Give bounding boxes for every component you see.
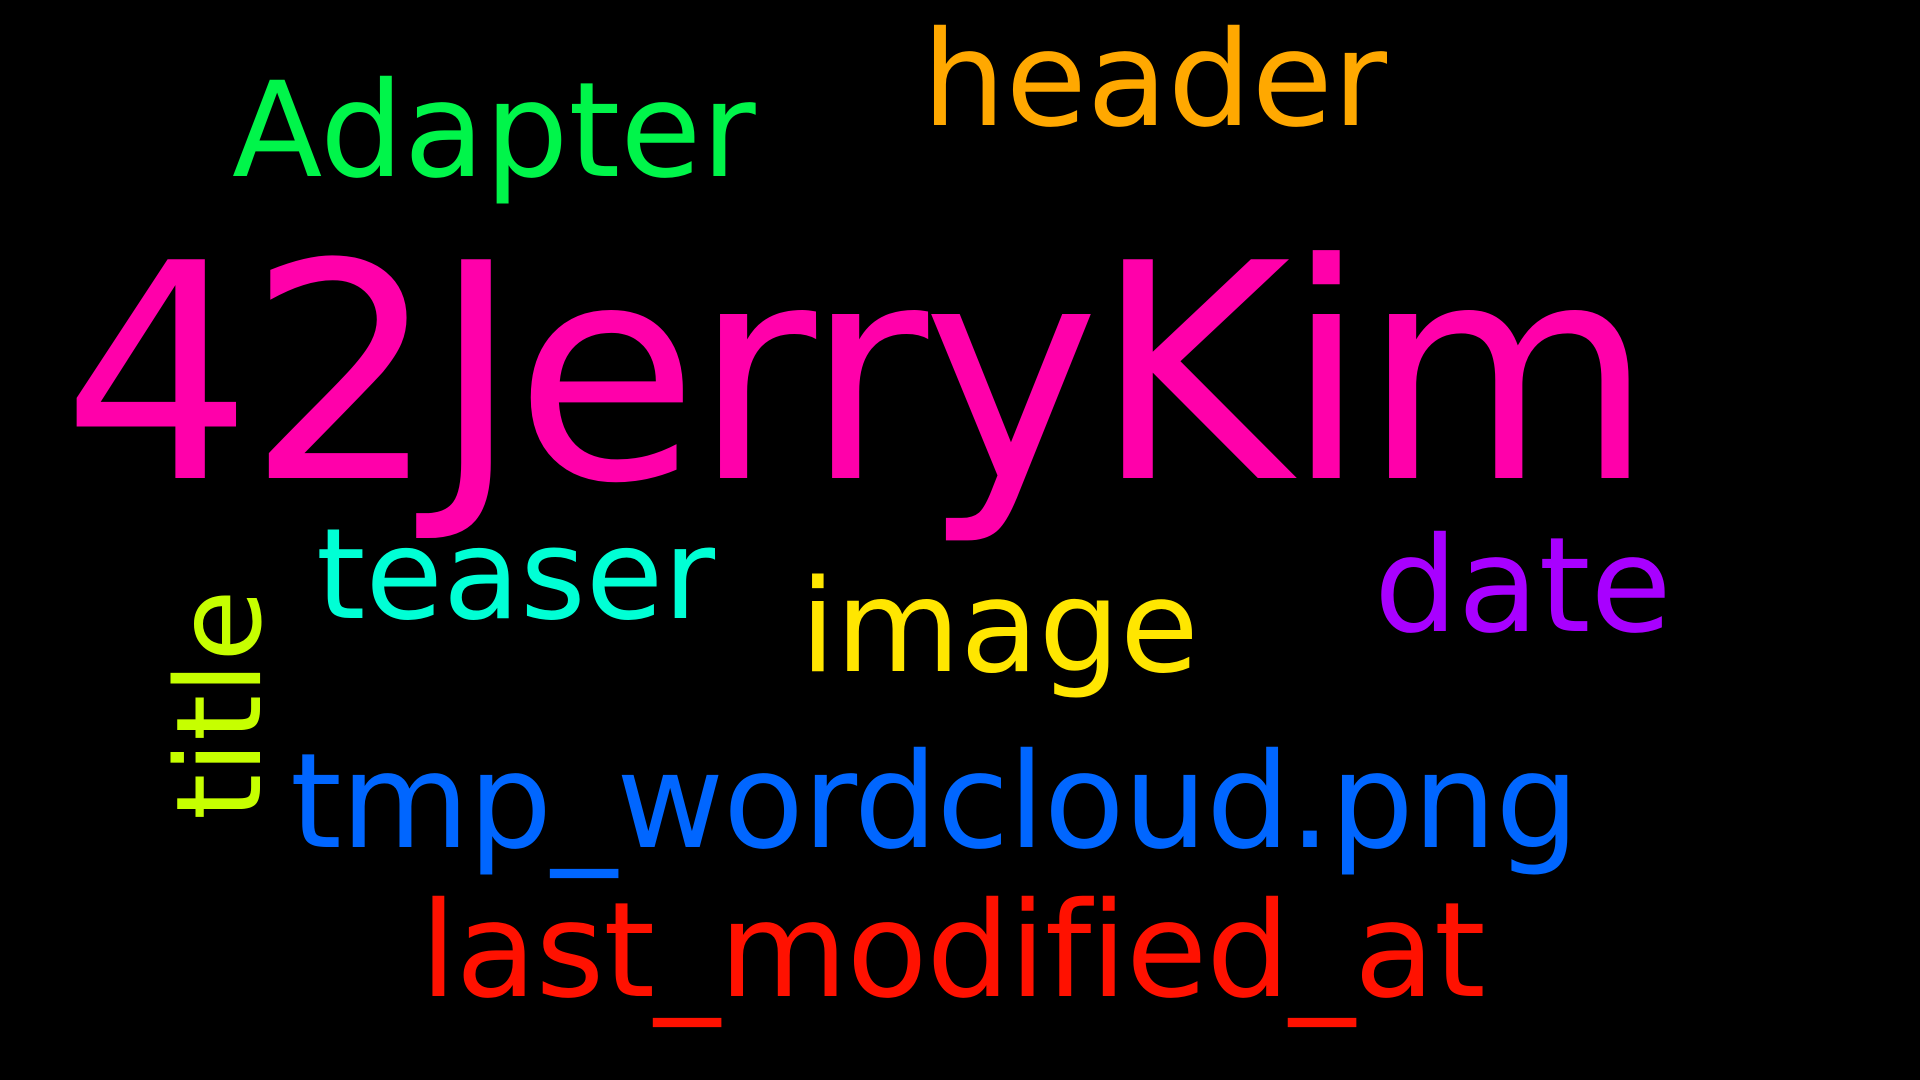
word-date: date [1374, 509, 1672, 663]
word-adapter: Adapter [232, 54, 756, 208]
word-teaser: teaser [316, 501, 716, 648]
word-title: title [150, 589, 288, 820]
word-last-modified-at: last_modified_at [420, 874, 1486, 1028]
word-42jerrykim: 42JerryKim [62, 200, 1654, 549]
word-image: image [800, 553, 1199, 702]
word-tmp-wordcloud-png: tmp_wordcloud.png [290, 725, 1579, 879]
word-header: header [922, 3, 1388, 157]
